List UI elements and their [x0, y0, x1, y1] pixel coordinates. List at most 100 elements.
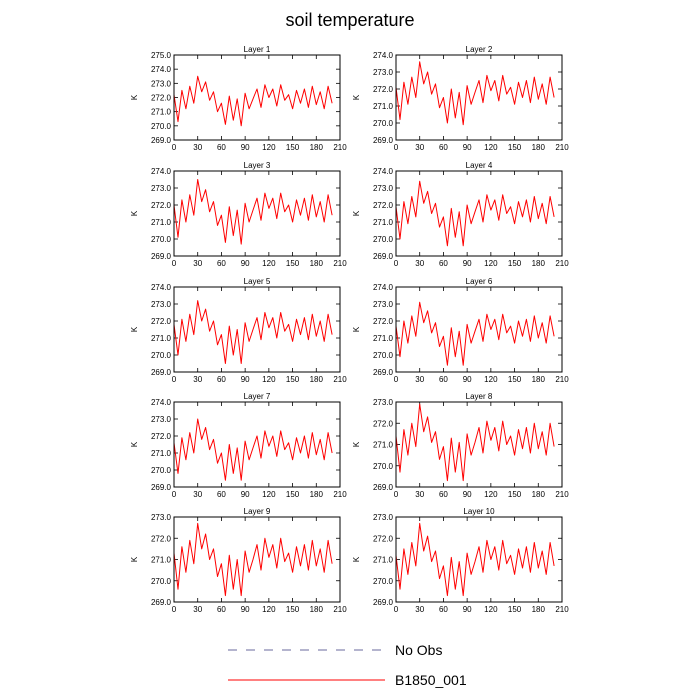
y-tick-label: 270.0: [151, 466, 172, 475]
y-tick-label: 273.0: [151, 300, 172, 309]
y-tick-label: 269.0: [151, 136, 172, 145]
panel-layer-5: Layer 5 K 0 30 60 90 120 150 180 210 269.0 270.0 271…: [130, 277, 347, 384]
y-tick-label: 270.0: [373, 235, 394, 244]
y-tick-label: 272.0: [373, 201, 394, 210]
y-tick-label: 271.0: [373, 556, 394, 565]
y-tick-label: 273.0: [373, 398, 394, 407]
y-axis-label: K: [352, 94, 361, 100]
x-tick-label: 150: [286, 143, 300, 152]
y-tick-label: 272.0: [373, 419, 394, 428]
x-tick-label: 150: [286, 375, 300, 384]
x-tick-label: 0: [394, 605, 399, 614]
panel-title: Layer 2: [466, 45, 493, 54]
x-tick-label: 180: [310, 605, 324, 614]
x-tick-label: 120: [484, 605, 498, 614]
y-tick-label: 271.0: [373, 334, 394, 343]
x-tick-label: 30: [193, 259, 202, 268]
x-tick-label: 60: [439, 490, 448, 499]
y-tick-label: 270.0: [151, 122, 172, 131]
x-tick-label: 30: [415, 259, 424, 268]
panel-title: Layer 8: [466, 392, 493, 401]
x-tick-label: 150: [508, 490, 522, 499]
x-tick-label: 180: [310, 259, 324, 268]
panel-layer-4: Layer 4 K 0 30 60 90 120 150 180 210 269.0 270.0 271…: [352, 161, 569, 268]
x-tick-label: 180: [310, 375, 324, 384]
figure-title: soil temperature: [285, 10, 414, 30]
y-tick-label: 272.0: [151, 317, 172, 326]
y-tick-label: 271.0: [151, 449, 172, 458]
y-tick-label: 272.0: [373, 317, 394, 326]
plot-frame: [173, 54, 341, 141]
x-tick-label: 120: [262, 259, 276, 268]
x-tick-label: 0: [172, 490, 177, 499]
y-tick-label: 273.0: [373, 513, 394, 522]
plot-frame: [173, 170, 341, 257]
x-tick-label: 0: [394, 143, 399, 152]
panel-layer-3: Layer 3 K 0 30 60 90 120 150 180 210 269.0 270.0 271…: [130, 161, 347, 268]
plot-frame: [395, 54, 563, 141]
panel-title: Layer 3: [244, 161, 271, 170]
panel-layer-8: Layer 8 K 0 30 60 90 120 150 180 210 269.0 270.0 271…: [352, 392, 569, 499]
x-tick-label: 0: [394, 259, 399, 268]
plot-frame: [173, 286, 341, 373]
series-line-b1850-001: [173, 300, 333, 364]
y-tick-label: 275.0: [151, 51, 172, 60]
y-axis-label: K: [130, 210, 139, 216]
x-tick-label: 90: [241, 605, 250, 614]
x-tick-label: 30: [415, 143, 424, 152]
x-tick-label: 30: [193, 375, 202, 384]
series-line-b1850-001: [173, 522, 333, 597]
series-line-b1850-001: [395, 301, 555, 366]
panel-layer-6: Layer 6 K 0 30 60 90 120 150 180 210 269.0 270.0 271…: [352, 277, 569, 384]
y-tick-label: 272.0: [151, 201, 172, 210]
x-tick-label: 0: [172, 375, 177, 384]
plot-frame: [173, 401, 341, 488]
x-tick-label: 120: [262, 605, 276, 614]
y-tick-label: 270.0: [151, 577, 172, 586]
y-tick-label: 271.0: [373, 102, 394, 111]
y-tick-label: 270.0: [373, 462, 394, 471]
y-tick-label: 271.0: [151, 218, 172, 227]
plot-frame: [395, 286, 563, 373]
x-tick-label: 210: [333, 605, 347, 614]
x-tick-label: 150: [286, 605, 300, 614]
x-tick-label: 60: [217, 259, 226, 268]
x-tick-label: 30: [415, 490, 424, 499]
y-tick-label: 273.0: [373, 184, 394, 193]
y-tick-label: 274.0: [373, 283, 394, 292]
y-tick-label: 274.0: [151, 65, 172, 74]
panel-title: Layer 5: [244, 277, 271, 286]
x-tick-label: 210: [555, 259, 569, 268]
y-tick-label: 269.0: [373, 252, 394, 261]
panel-layer-9: Layer 9 K 0 30 60 90 120 150 180 210 269.0 270.0 271…: [130, 507, 347, 614]
y-tick-label: 269.0: [373, 136, 394, 145]
x-tick-label: 180: [310, 490, 324, 499]
x-tick-label: 210: [333, 490, 347, 499]
y-tick-label: 269.0: [373, 483, 394, 492]
x-tick-label: 120: [262, 490, 276, 499]
plot-frame: [395, 170, 563, 257]
y-tick-label: 274.0: [373, 51, 394, 60]
x-tick-label: 210: [333, 143, 347, 152]
x-tick-label: 30: [415, 605, 424, 614]
x-tick-label: 0: [394, 490, 399, 499]
series-line-b1850-001: [173, 179, 333, 245]
x-tick-label: 120: [484, 490, 498, 499]
x-tick-label: 30: [193, 490, 202, 499]
x-tick-label: 120: [484, 259, 498, 268]
x-tick-label: 60: [217, 490, 226, 499]
x-tick-label: 60: [439, 143, 448, 152]
x-tick-label: 120: [484, 143, 498, 152]
x-tick-label: 180: [310, 143, 324, 152]
y-tick-label: 273.0: [151, 184, 172, 193]
x-tick-label: 90: [241, 375, 250, 384]
x-tick-label: 150: [508, 605, 522, 614]
y-tick-label: 271.0: [373, 218, 394, 227]
x-tick-label: 120: [484, 375, 498, 384]
series-line-b1850-001: [173, 418, 333, 481]
y-tick-label: 272.0: [373, 534, 394, 543]
panel-title: Layer 7: [244, 392, 271, 401]
y-tick-label: 270.0: [373, 351, 394, 360]
plot-frame: [395, 401, 563, 488]
